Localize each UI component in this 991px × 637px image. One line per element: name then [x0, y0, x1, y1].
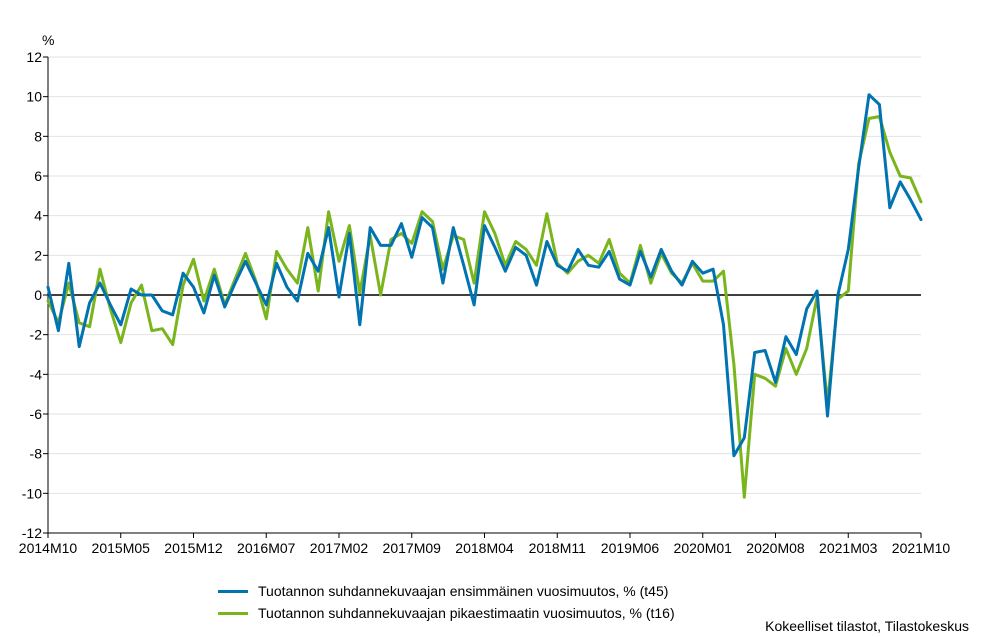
y-tick-label: 4 [34, 208, 42, 224]
y-tick-label: -8 [30, 446, 43, 462]
x-tick-label: 2019M06 [601, 540, 660, 556]
line-chart: % -12 -10 -8 -6 -4 -2 0 2 4 6 8 10 12 2014M10 2015M05… [19, 32, 951, 556]
y-tick-label: 6 [34, 168, 42, 184]
x-tick-label: 2017M02 [310, 540, 369, 556]
y-tick-label: -12 [22, 525, 42, 541]
y-tick-label: -2 [30, 327, 43, 343]
y-unit-label: % [42, 32, 54, 48]
x-tick-label: 2014M10 [19, 540, 78, 556]
legend-label-series-2: Tuotannon suhdannekuvaajan pikaestimaati… [258, 605, 675, 621]
y-tick-label: 8 [34, 128, 42, 144]
x-tick-label: 2016M07 [237, 540, 296, 556]
x-tick-label: 2018M11 [529, 540, 587, 556]
source-note: Kokeelliset tilastot, Tilastokeskus [765, 618, 969, 634]
series-line-2 [46, 115, 923, 499]
x-tick-label: 2018M04 [455, 540, 514, 556]
x-tick-label: 2017M09 [383, 540, 442, 556]
series-line-1 [46, 93, 923, 458]
y-tick-label: 2 [34, 247, 42, 263]
series-lines [46, 93, 923, 499]
legend: Tuotannon suhdannekuvaajan ensimmäinen v… [218, 580, 675, 624]
x-tick-label: 2015M05 [92, 540, 151, 556]
grid-lines [48, 56, 921, 534]
legend-item-series-1: Tuotannon suhdannekuvaajan ensimmäinen v… [218, 580, 675, 602]
y-tick-label: -10 [22, 485, 42, 501]
x-tick-label: 2021M10 [892, 540, 951, 556]
x-tick-label: 2021M03 [819, 540, 878, 556]
x-tick-label: 2020M08 [746, 540, 805, 556]
y-tick-label: 0 [34, 287, 42, 303]
x-axis-ticks: 2014M10 2015M05 2015M12 2016M07 2017M02 2017M… [19, 533, 951, 556]
x-tick-label: 2020M01 [674, 540, 733, 556]
legend-item-series-2: Tuotannon suhdannekuvaajan pikaestimaati… [218, 602, 675, 624]
legend-swatch-series-1 [218, 589, 248, 593]
y-tick-label: -4 [30, 366, 43, 382]
y-tick-label: 10 [26, 89, 42, 105]
y-tick-label: 12 [26, 49, 42, 65]
legend-swatch-series-2 [218, 611, 248, 615]
legend-label-series-1: Tuotannon suhdannekuvaajan ensimmäinen v… [258, 583, 669, 599]
y-tick-label: -6 [30, 406, 43, 422]
y-axis-ticks: -12 -10 -8 -6 -4 -2 0 2 4 6 8 10 12 [22, 49, 921, 541]
x-tick-label: 2015M12 [164, 540, 223, 556]
